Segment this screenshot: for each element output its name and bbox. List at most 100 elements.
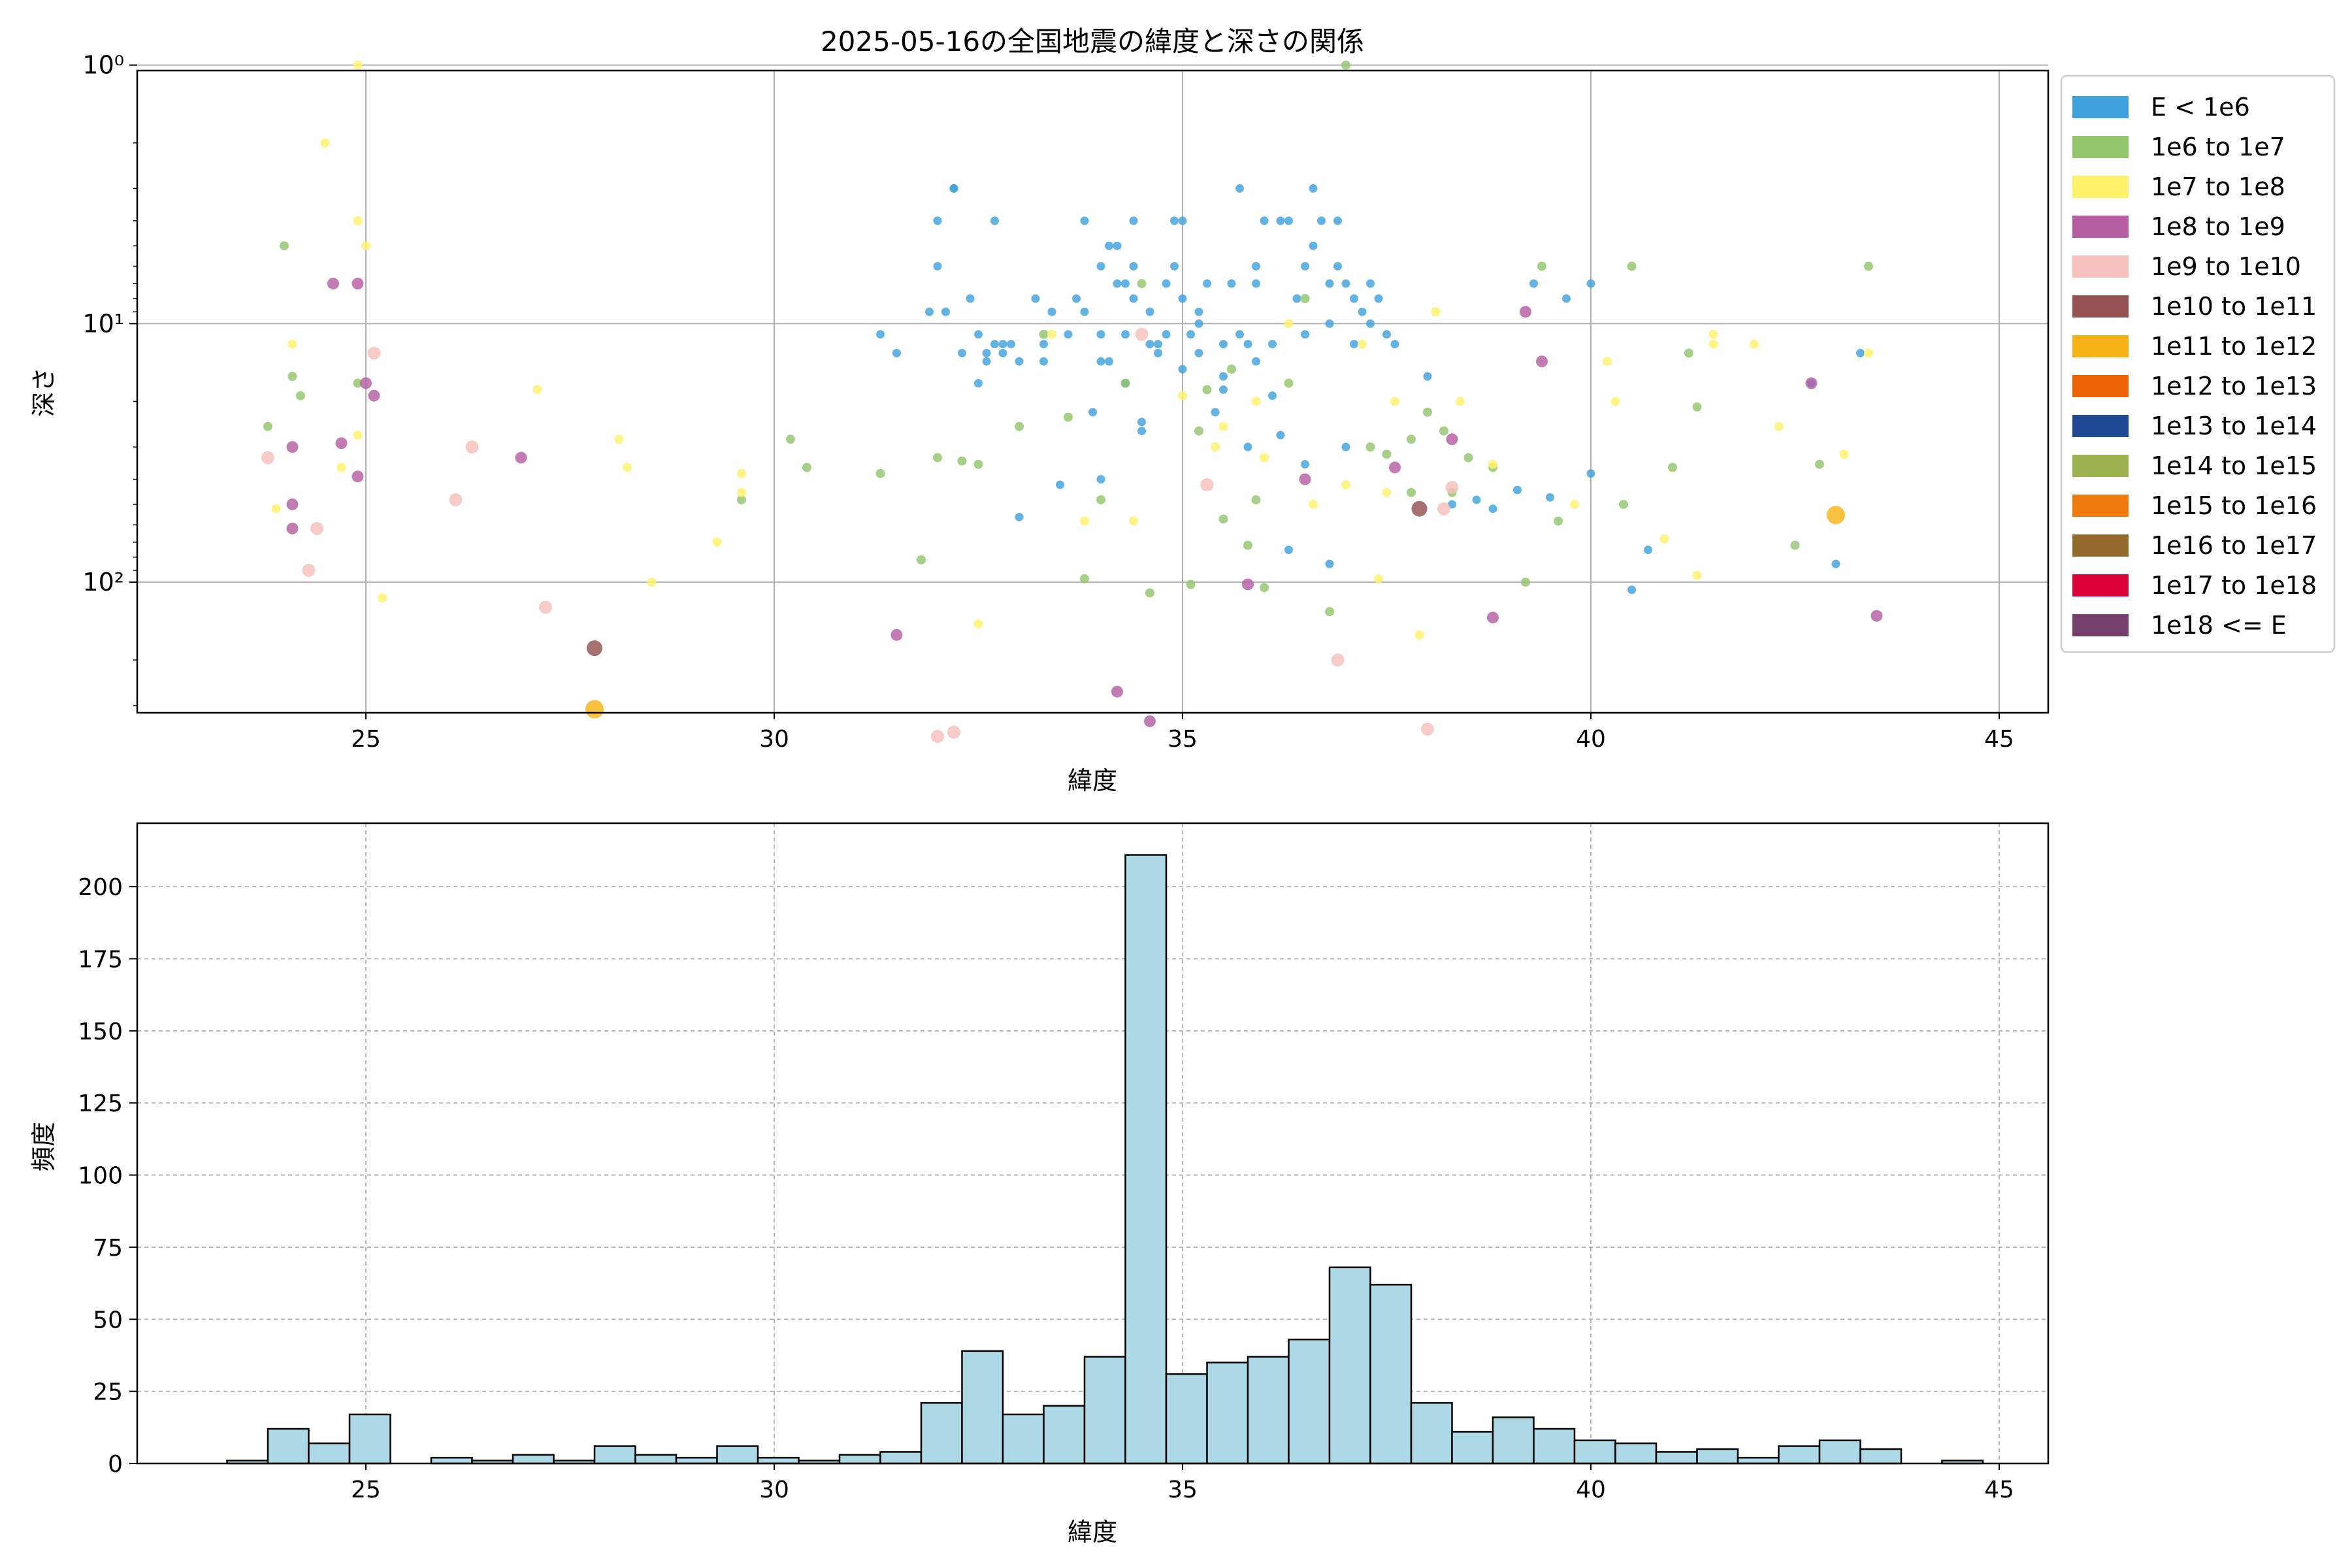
scatter-point bbox=[351, 470, 364, 483]
scatter-point bbox=[1439, 426, 1448, 436]
scatter-point bbox=[973, 459, 983, 469]
legend-label: 1e8 to 1e9 bbox=[2151, 212, 2285, 241]
scatter-x-ticks: 25 30 35 40 45 bbox=[351, 713, 2014, 753]
scatter-point bbox=[1105, 357, 1113, 366]
scatter-point bbox=[1047, 307, 1056, 316]
scatter-point bbox=[302, 563, 316, 577]
scatter-point bbox=[1284, 216, 1293, 225]
histogram-bar bbox=[920, 1402, 963, 1465]
scatter-point bbox=[1390, 397, 1399, 406]
scatter-point bbox=[1627, 261, 1637, 271]
scatter-point bbox=[286, 498, 299, 510]
scatter-point bbox=[1015, 512, 1024, 521]
scatter-point bbox=[1178, 391, 1187, 400]
scatter-point bbox=[1546, 493, 1554, 502]
scatter-point bbox=[1145, 307, 1154, 316]
scatter-panel: 25 30 35 40 45 10⁰ 10¹ 10² 2025-05-16の全国地震の緯度と… bbox=[29, 25, 2050, 795]
scatter-point bbox=[1178, 216, 1187, 225]
histogram-bar bbox=[634, 1454, 678, 1465]
scatter-point bbox=[876, 330, 885, 339]
scatter-point bbox=[1521, 578, 1530, 587]
histogram-bar bbox=[838, 1454, 881, 1465]
scatter-point bbox=[1039, 340, 1048, 349]
scatter-point bbox=[1341, 442, 1350, 451]
scatter-point bbox=[1423, 407, 1432, 417]
scatter-point bbox=[1186, 580, 1196, 589]
scatter-point bbox=[351, 278, 364, 290]
scatter-point bbox=[1186, 330, 1195, 339]
histogram-bar bbox=[1778, 1445, 1821, 1465]
scatter-point bbox=[1366, 279, 1375, 288]
scatter-point bbox=[1421, 722, 1434, 736]
histogram-y-tick-label: 75 bbox=[93, 1235, 123, 1262]
scatter-point bbox=[361, 241, 370, 251]
scatter-point bbox=[1350, 294, 1358, 303]
scatter-point bbox=[1194, 426, 1203, 436]
scatter-point bbox=[1039, 357, 1048, 366]
scatter-point bbox=[1113, 279, 1122, 288]
scatter-point bbox=[287, 372, 297, 382]
legend-swatch bbox=[2072, 415, 2129, 437]
scatter-point bbox=[1251, 495, 1261, 504]
scatter-point bbox=[1627, 585, 1636, 595]
scatter-point bbox=[1145, 340, 1154, 349]
scatter-point bbox=[335, 437, 348, 449]
scatter-point bbox=[1536, 355, 1548, 368]
scatter-point bbox=[957, 456, 967, 466]
histogram-y-label: 頻度 bbox=[29, 1122, 58, 1171]
scatter-point bbox=[336, 463, 346, 472]
scatter-point bbox=[1162, 279, 1171, 288]
scatter-point bbox=[1856, 348, 1865, 357]
histogram-bar bbox=[1655, 1451, 1698, 1465]
histogram-bar bbox=[1247, 1356, 1290, 1465]
scatter-point bbox=[310, 521, 323, 535]
histogram-bar bbox=[879, 1451, 923, 1465]
scatter-point bbox=[982, 348, 991, 357]
scatter-point bbox=[1610, 397, 1620, 406]
scatter-x-tick-label: 35 bbox=[1168, 726, 1198, 753]
histogram-y-tick-label: 25 bbox=[93, 1379, 123, 1406]
scatter-point bbox=[1537, 261, 1546, 271]
scatter-point bbox=[1105, 241, 1113, 250]
histogram-x-ticks: 25 30 35 40 45 bbox=[351, 1463, 2014, 1503]
legend-swatch bbox=[2072, 455, 2129, 477]
scatter-point bbox=[1039, 329, 1049, 339]
scatter-x-tick-label: 40 bbox=[1576, 726, 1606, 753]
scatter-point bbox=[1300, 294, 1310, 304]
scatter-point bbox=[1227, 365, 1236, 374]
scatter-point bbox=[931, 730, 944, 743]
scatter-point bbox=[1325, 559, 1334, 568]
scatter-point bbox=[1317, 216, 1326, 225]
scatter-point bbox=[1243, 540, 1252, 550]
scatter-point bbox=[1194, 348, 1203, 357]
scatter-point bbox=[1864, 348, 1873, 358]
scatter-point bbox=[892, 348, 901, 357]
scatter-point bbox=[974, 330, 983, 339]
scatter-point bbox=[1072, 294, 1081, 303]
histogram-bar bbox=[1818, 1439, 1861, 1465]
scatter-point bbox=[1235, 184, 1244, 193]
histogram-bar bbox=[1206, 1362, 1249, 1465]
scatter-point bbox=[1309, 241, 1318, 250]
scatter-point bbox=[1374, 574, 1383, 583]
histogram-y-tick-label: 125 bbox=[78, 1090, 123, 1117]
scatter-point bbox=[261, 451, 274, 465]
legend-swatch bbox=[2072, 534, 2129, 557]
scatter-point bbox=[1333, 262, 1342, 271]
scatter-point bbox=[1129, 294, 1138, 303]
scatter-point bbox=[1096, 495, 1105, 504]
legend-label: 1e7 to 1e8 bbox=[2151, 172, 2285, 201]
histogram-x-tick-label: 40 bbox=[1576, 1477, 1606, 1503]
scatter-point bbox=[1096, 262, 1105, 271]
scatter-point bbox=[1350, 340, 1358, 349]
scatter-y-tick-label: 10² bbox=[82, 568, 124, 596]
histogram-bar bbox=[1083, 1356, 1126, 1465]
scatter-point bbox=[947, 725, 960, 739]
scatter-point bbox=[1120, 378, 1130, 388]
scatter-point bbox=[1284, 546, 1293, 555]
scatter-point bbox=[990, 340, 999, 349]
scatter-point bbox=[990, 216, 999, 225]
histogram-bar bbox=[1614, 1442, 1658, 1465]
scatter-point bbox=[368, 389, 380, 402]
